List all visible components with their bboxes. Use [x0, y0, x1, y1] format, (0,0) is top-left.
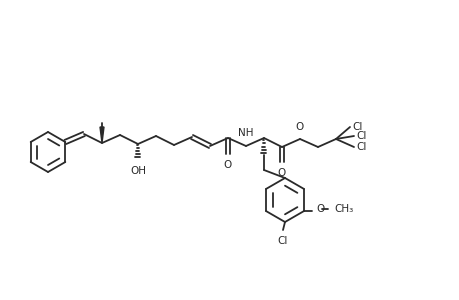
Text: Cl: Cl [355, 131, 365, 141]
Text: Cl: Cl [351, 122, 362, 132]
Text: O: O [277, 168, 285, 178]
Text: Cl: Cl [355, 142, 365, 152]
Text: NH: NH [238, 128, 253, 138]
Text: CH₃: CH₃ [333, 204, 353, 214]
Text: O: O [315, 204, 324, 214]
Text: Cl: Cl [277, 236, 287, 246]
Text: O: O [224, 160, 232, 170]
Text: OH: OH [130, 166, 146, 176]
Text: O: O [295, 122, 303, 132]
Polygon shape [100, 127, 104, 143]
